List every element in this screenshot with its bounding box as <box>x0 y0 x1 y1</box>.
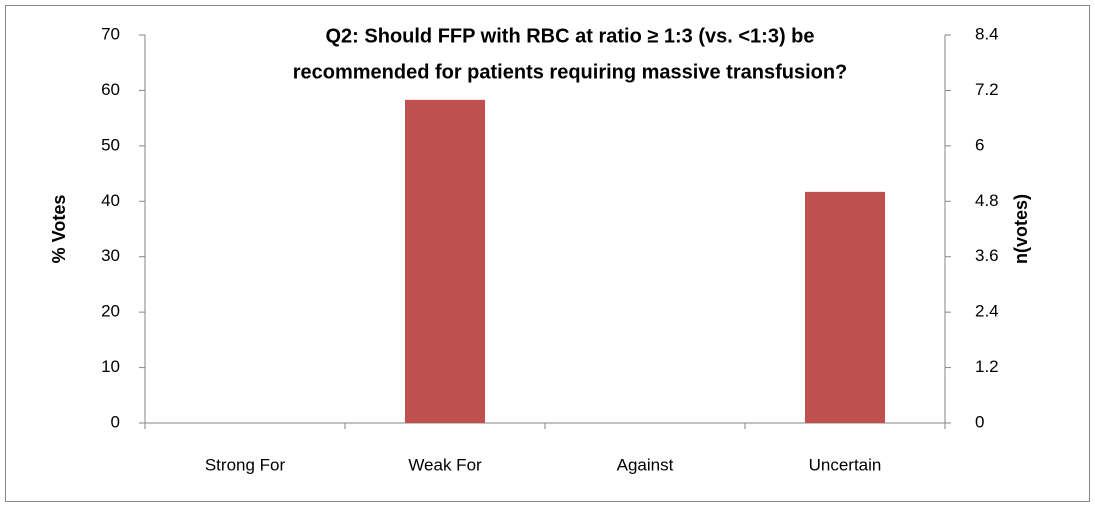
y-tick-label: 20 <box>101 302 120 321</box>
x-tick-label: Against <box>617 455 674 474</box>
y2-tick-label: 2.4 <box>975 302 999 321</box>
y-tick-label: 0 <box>111 412 120 431</box>
chart-title: Q2: Should FFP with RBC at ratio ≥ 1:3 (… <box>325 25 814 47</box>
y-tick-label: 60 <box>101 80 120 99</box>
y2-tick-label: 0 <box>975 412 984 431</box>
y-tick-label: 30 <box>101 246 120 265</box>
chart-border <box>5 5 1090 502</box>
bar <box>405 99 485 423</box>
chart-title: recommended for patients requiring massi… <box>293 61 848 83</box>
y-axis-label: % Votes <box>49 195 69 264</box>
y2-tick-label: 4.8 <box>975 191 999 210</box>
y2-tick-label: 1.2 <box>975 357 999 376</box>
y2-axis-label: n(votes) <box>1011 194 1031 264</box>
y-tick-label: 50 <box>101 135 120 154</box>
x-tick-label: Weak For <box>408 455 482 474</box>
x-tick-label: Strong For <box>205 455 286 474</box>
y2-tick-label: 6 <box>975 135 984 154</box>
x-tick-label: Uncertain <box>809 455 882 474</box>
y2-tick-label: 7.2 <box>975 80 999 99</box>
y2-tick-label: 3.6 <box>975 246 999 265</box>
y-tick-label: 10 <box>101 357 120 376</box>
bar <box>805 191 885 423</box>
y2-tick-label: 8.4 <box>975 24 999 43</box>
y-tick-label: 70 <box>101 24 120 43</box>
y-tick-label: 40 <box>101 191 120 210</box>
